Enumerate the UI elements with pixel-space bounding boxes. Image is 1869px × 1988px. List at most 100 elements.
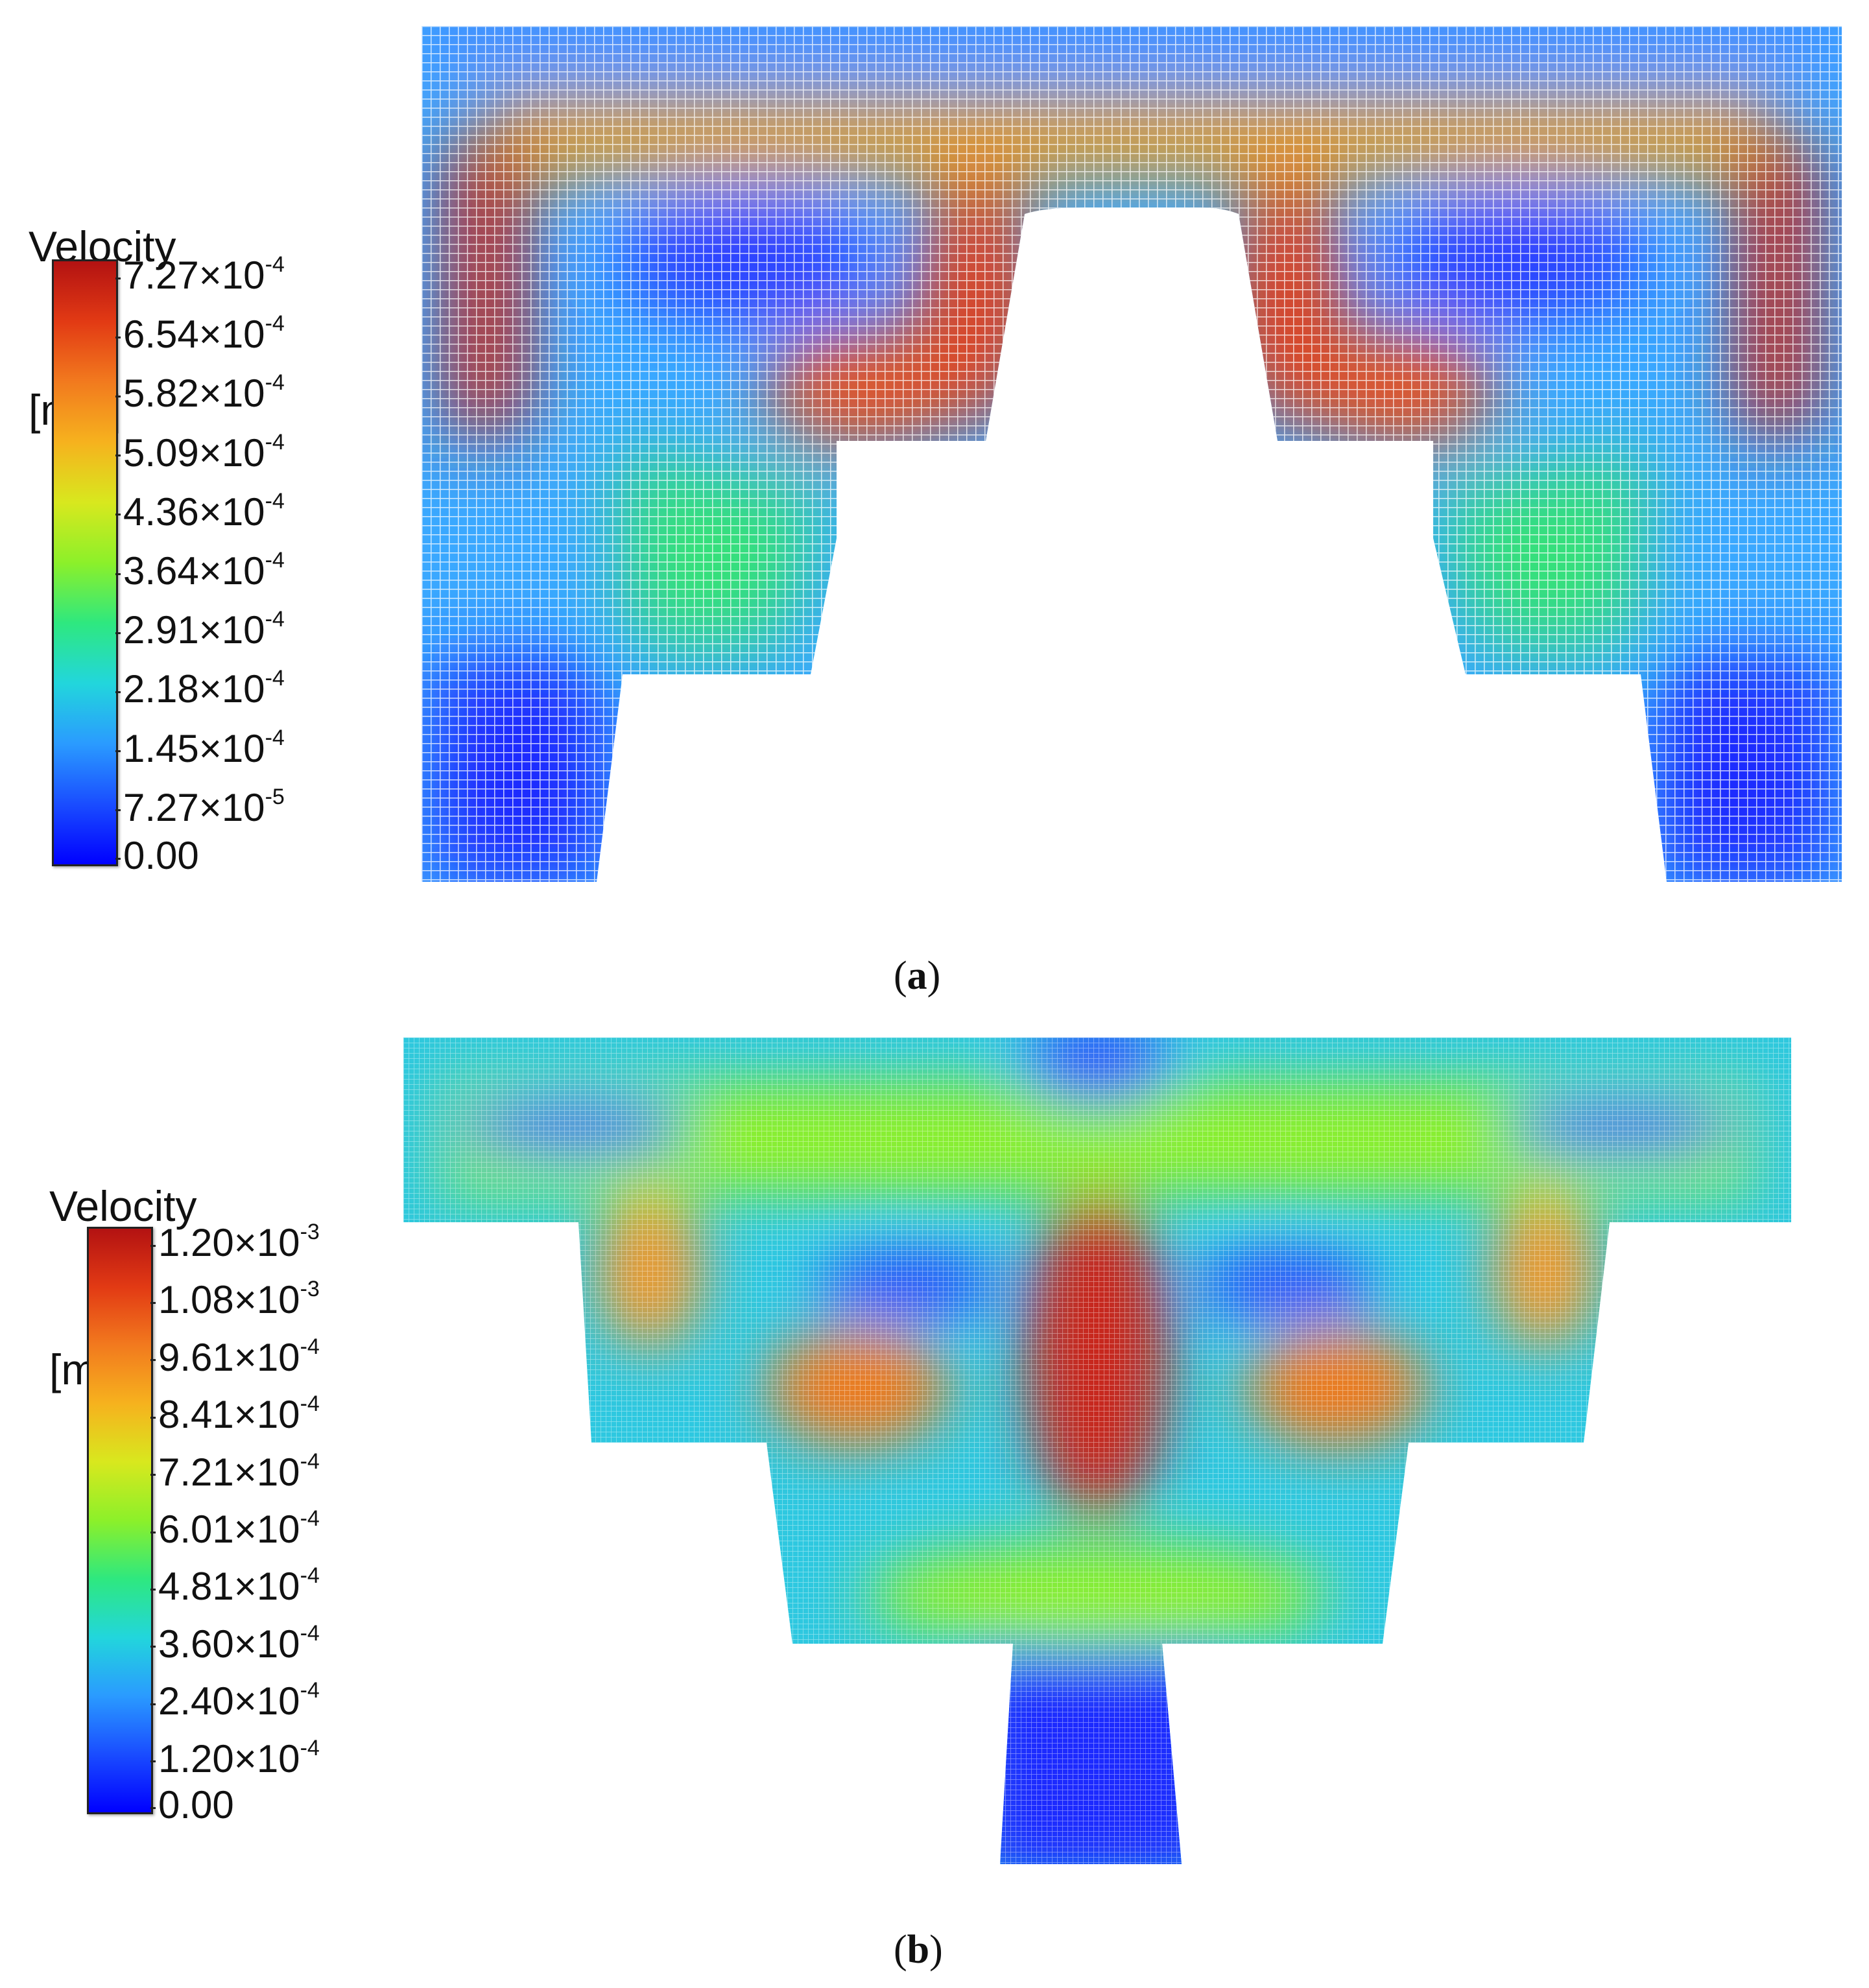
tick-mantissa: 1.45×10 xyxy=(123,726,265,770)
tick-exponent: -4 xyxy=(265,429,285,455)
colorbar-tick-label: 2.91×10-4 xyxy=(115,600,285,650)
tick-exponent: -3 xyxy=(300,1277,320,1302)
tick-mark xyxy=(115,809,121,812)
tick-mark xyxy=(115,691,121,694)
label-paren-open: ( xyxy=(894,1928,907,1972)
tick-mantissa: 9.61×10 xyxy=(158,1335,300,1379)
tick-mark xyxy=(115,455,121,457)
tick-exponent: -4 xyxy=(265,607,285,632)
colorbar-a xyxy=(52,259,118,866)
tick-mark xyxy=(150,1589,156,1591)
tick-exponent: -3 xyxy=(300,1220,320,1244)
tick-mark xyxy=(115,632,121,634)
colorbar-tick-label: 6.54×10-4 xyxy=(115,304,285,354)
colorbar-tick-label: 6.01×10-4 xyxy=(150,1499,320,1549)
panel-label-a: (a) xyxy=(894,953,940,999)
tick-mantissa: 3.60×10 xyxy=(158,1622,300,1666)
colorbar-tick-label: 4.81×10-4 xyxy=(150,1556,320,1606)
tick-mantissa: 3.64×10 xyxy=(123,549,265,593)
label-paren-open: ( xyxy=(894,954,907,998)
tick-mark xyxy=(150,1302,156,1305)
tick-mantissa: 7.27×10 xyxy=(123,254,265,297)
panel-b: Velocity [m/s] 1.20×10-31.08×10-39.61×10… xyxy=(0,1012,1869,1988)
colorbar-tick-label: 1.08×10-3 xyxy=(150,1270,320,1319)
tick-mantissa: 7.21×10 xyxy=(158,1450,300,1494)
colorbar-tick-label: 7.27×10-5 xyxy=(115,777,285,827)
colorbar-b xyxy=(87,1227,153,1814)
tick-mantissa: 4.36×10 xyxy=(123,490,265,534)
label-paren-close: ) xyxy=(929,1928,943,1972)
tick-exponent: -4 xyxy=(300,1506,320,1531)
tick-exponent: -4 xyxy=(265,370,285,396)
colorbar-tick-label: 8.41×10-4 xyxy=(150,1384,320,1434)
tick-mantissa: 0.00 xyxy=(158,1783,234,1827)
tick-exponent: -4 xyxy=(265,252,285,277)
colorbar-tick-label: 7.21×10-4 xyxy=(150,1442,320,1492)
tick-exponent: -5 xyxy=(265,784,285,809)
tick-mark xyxy=(115,514,121,516)
label-paren-close: ) xyxy=(927,954,941,998)
tick-exponent: -4 xyxy=(265,725,285,750)
tick-mantissa: 6.54×10 xyxy=(123,313,265,357)
colorbar-tick-label: 9.61×10-4 xyxy=(150,1327,320,1377)
colorbar-tick-label: 7.27×10-4 xyxy=(115,245,285,295)
colorbar-tick-label: 2.40×10-4 xyxy=(150,1671,320,1721)
legend-title-text: Velocity xyxy=(49,1182,197,1230)
label-letter: a xyxy=(907,954,927,998)
tick-exponent: -4 xyxy=(300,1735,320,1760)
panel-label-b: (b) xyxy=(894,1927,943,1973)
colorbar-tick-label: 1.20×10-4 xyxy=(150,1729,320,1779)
tick-mantissa: 4.81×10 xyxy=(158,1565,300,1609)
tick-mark xyxy=(115,336,121,338)
tick-exponent: -4 xyxy=(300,1620,320,1646)
tick-mark xyxy=(150,1703,156,1705)
tick-exponent: -4 xyxy=(265,548,285,573)
colorbar-tick-label: 3.60×10-4 xyxy=(150,1614,320,1664)
tick-mark xyxy=(150,1244,156,1247)
tick-mark xyxy=(115,750,121,753)
colorbar-tick-label: 1.45×10-4 xyxy=(115,718,285,768)
tick-exponent: -4 xyxy=(300,1449,320,1474)
tick-mark xyxy=(150,1474,156,1476)
tick-mantissa: 1.08×10 xyxy=(158,1278,300,1322)
colorbar-tick-label: 2.18×10-4 xyxy=(115,659,285,709)
tick-exponent: -4 xyxy=(300,1563,320,1589)
colorbar-tick-label: 1.20×10-3 xyxy=(150,1213,320,1262)
tick-mantissa: 0.00 xyxy=(123,834,199,877)
tick-mark xyxy=(115,277,121,279)
colorbar-tick-label: 5.09×10-4 xyxy=(115,423,285,473)
colorbar-tick-label: 5.82×10-4 xyxy=(115,363,285,413)
tick-mark xyxy=(115,396,121,398)
tick-mark xyxy=(150,1416,156,1419)
tick-mark xyxy=(150,1646,156,1648)
colorbar-tick-label: 3.64×10-4 xyxy=(115,541,285,591)
tick-mantissa: 7.27×10 xyxy=(123,785,265,829)
tick-exponent: -4 xyxy=(300,1391,320,1417)
tick-mark xyxy=(115,573,121,575)
tick-exponent: -4 xyxy=(265,666,285,691)
tick-mantissa: 6.01×10 xyxy=(158,1508,300,1551)
tick-mantissa: 1.20×10 xyxy=(158,1221,300,1264)
tick-exponent: -4 xyxy=(300,1678,320,1703)
velocity-contour-a xyxy=(422,26,1842,882)
panel-a: Velocity [m/s] 7.27×10-46.54×10-45.82×10… xyxy=(29,26,1842,999)
velocity-contour-b xyxy=(403,1037,1791,1864)
tick-mark xyxy=(150,1359,156,1362)
tick-exponent: -4 xyxy=(265,311,285,337)
tick-mantissa: 5.09×10 xyxy=(123,431,265,475)
tick-exponent: -4 xyxy=(300,1334,320,1359)
tick-mark xyxy=(150,1806,156,1809)
tick-mantissa: 2.40×10 xyxy=(158,1679,300,1723)
tick-mark xyxy=(115,857,121,860)
colorbar-tick-label: 4.36×10-4 xyxy=(115,482,285,532)
tick-mark xyxy=(150,1531,156,1533)
tick-mark xyxy=(150,1760,156,1763)
tick-mantissa: 5.82×10 xyxy=(123,372,265,416)
tick-mantissa: 8.41×10 xyxy=(158,1393,300,1437)
tick-exponent: -4 xyxy=(265,488,285,514)
label-letter: b xyxy=(907,1928,930,1972)
tick-mantissa: 2.91×10 xyxy=(123,608,265,652)
colorbar-tick-label: 0.00 xyxy=(115,836,199,875)
tick-mantissa: 1.20×10 xyxy=(158,1736,300,1781)
colorbar-tick-label: 0.00 xyxy=(150,1786,234,1825)
